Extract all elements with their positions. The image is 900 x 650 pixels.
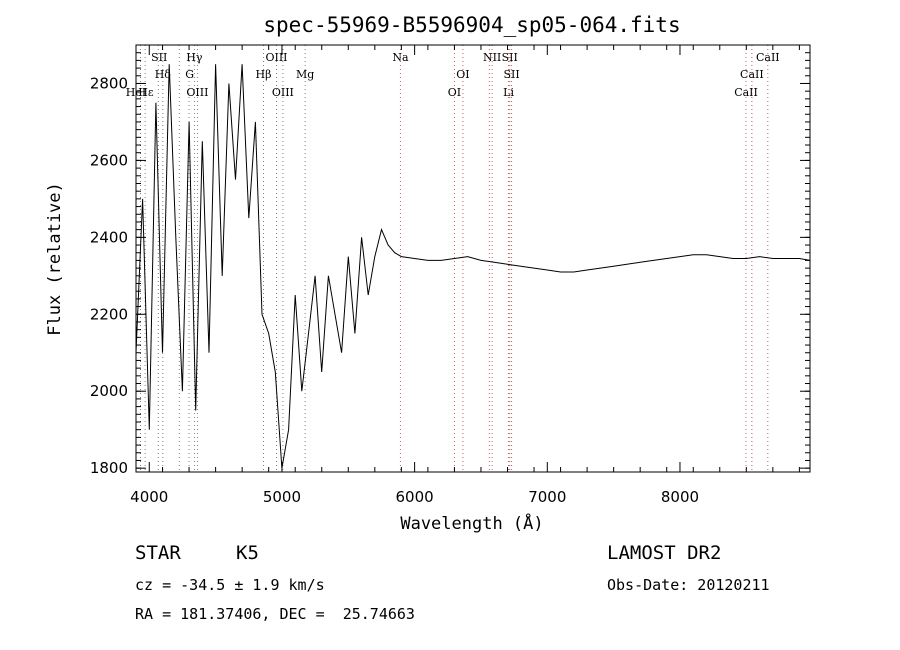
spectrum-line — [135, 64, 811, 469]
y-axis-title: Flux (relative) — [45, 182, 65, 336]
line-label: G — [185, 68, 194, 81]
line-label: Hδ — [155, 68, 172, 81]
subclass-label: K5 — [236, 542, 259, 564]
line-label: SII — [502, 51, 518, 64]
line-label: CaII — [756, 51, 780, 64]
chart-title: spec-55969-B5596904_sp05-064.fits — [263, 13, 680, 37]
line-label: OI — [456, 68, 469, 81]
plot-frame — [135, 44, 811, 473]
line-label: Hβ — [256, 68, 272, 81]
coords-text: RA = 181.37406, DEC = 25.74663 — [135, 605, 415, 623]
line-label: SII — [151, 51, 167, 64]
x-tick-label: 6000 — [396, 488, 434, 506]
line-label: Hγ — [186, 51, 203, 64]
line-label: SII — [503, 68, 519, 81]
y-tick-label: 2200 — [90, 305, 128, 323]
y-tick-label: 2400 — [90, 228, 128, 246]
x-tick-label: 8000 — [661, 488, 699, 506]
obs-date-text: Obs-Date: 20120211 — [607, 576, 770, 594]
x-tick-label: 4000 — [130, 488, 168, 506]
y-tick-label: 1800 — [90, 459, 128, 477]
line-label: OIII — [272, 86, 294, 99]
x-tick-label: 7000 — [528, 488, 566, 506]
line-label: OI — [448, 86, 461, 99]
line-label: Li — [503, 86, 514, 99]
x-tick-label: 5000 — [263, 488, 301, 506]
line-label: Hε — [138, 86, 154, 99]
line-label: NII — [483, 51, 501, 64]
line-label: OIII — [265, 51, 287, 64]
survey-label: LAMOST DR2 — [607, 542, 722, 564]
x-axis-title: Wavelength (Å) — [400, 512, 543, 534]
line-label: Mg — [296, 68, 314, 81]
line-label: CaII — [740, 68, 764, 81]
class-label: STAR — [135, 542, 181, 564]
line-label: Na — [392, 51, 409, 64]
y-tick-label: 2000 — [90, 382, 128, 400]
redshift-text: cz = -34.5 ± 1.9 km/s — [135, 576, 325, 594]
y-tick-label: 2800 — [90, 74, 128, 92]
line-label: CaII — [734, 86, 758, 99]
y-tick-label: 2600 — [90, 151, 128, 169]
line-label: OIII — [186, 86, 208, 99]
